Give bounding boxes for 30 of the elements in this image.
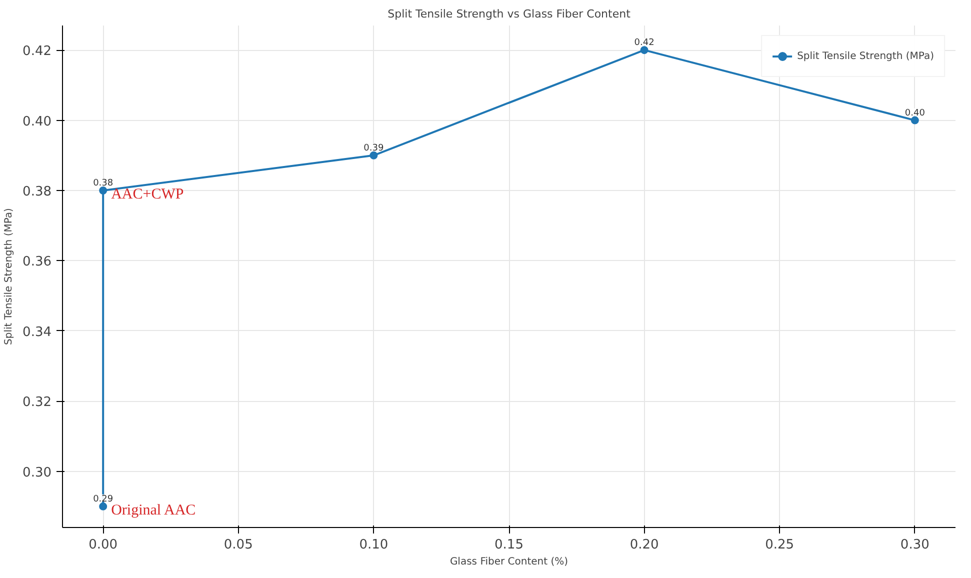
annotation: AAC+CWP [111,186,184,202]
legend-label: Split Tensile Strength (MPa) [797,50,934,62]
point [910,116,919,124]
y-axis-title: Split Tensile Strength (MPa) [4,208,15,345]
y-tick-label: 0.32 [22,395,52,410]
data-label: 0.39 [364,143,384,154]
point [370,151,378,160]
x-tick-label: 0.20 [630,538,659,552]
x-tick-label: 0.05 [224,538,253,552]
data-label: 0.38 [93,178,114,188]
y-tick-label: 0.34 [22,324,52,340]
y-tick-label: 0.42 [22,44,52,60]
point [99,502,108,510]
x-tick-label: 0.30 [900,538,930,552]
point [99,186,108,194]
y-tick-label: 0.38 [22,184,52,200]
annotation: Original AAC [111,502,196,518]
data-label: 0.40 [904,108,926,118]
y-tick-label: 0.30 [22,465,52,480]
x-tick-label: 0.00 [88,538,118,552]
point [640,46,648,54]
x-axis-title: Glass Fiber Content (%) [450,556,568,568]
x-tick-label: 0.15 [494,538,524,552]
y-tick-label: 0.40 [22,114,52,130]
x-tick-label: 0.25 [765,538,794,552]
data-label: 0.42 [634,38,654,48]
x-tick-label: 0.10 [359,538,388,552]
data-label: 0.29 [93,494,114,504]
y-tick-label: 0.36 [22,254,52,270]
chart-title: Split Tensile Strength vs Glass Fiber Content [388,8,632,20]
